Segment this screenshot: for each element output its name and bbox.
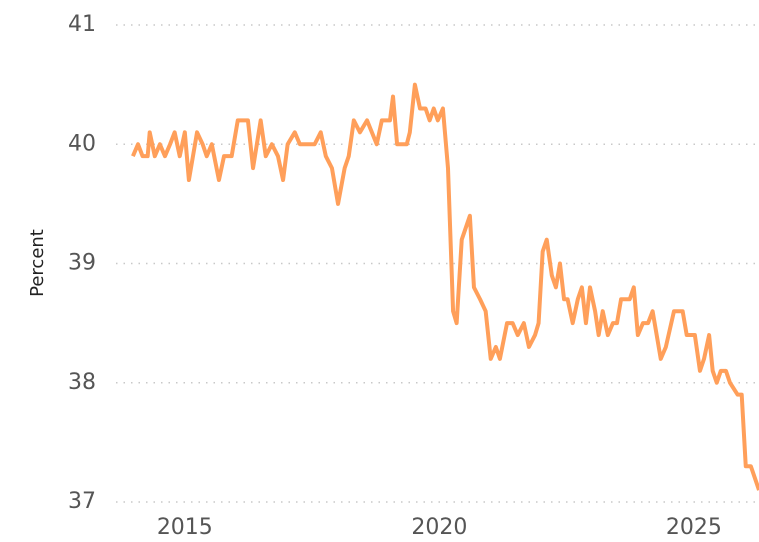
y-axis-label: Percent <box>27 229 48 297</box>
data-line <box>131 82 759 491</box>
y-tick-label: 41 <box>68 12 96 37</box>
x-tick-label: 2015 <box>157 515 213 540</box>
x-tick-label: 2025 <box>666 515 722 540</box>
x-tick-label: 2020 <box>411 515 467 540</box>
y-tick-label: 39 <box>68 251 96 276</box>
y-tick-label: 37 <box>68 489 96 514</box>
y-tick-label: 40 <box>68 131 96 156</box>
y-tick-label: 38 <box>68 370 96 395</box>
